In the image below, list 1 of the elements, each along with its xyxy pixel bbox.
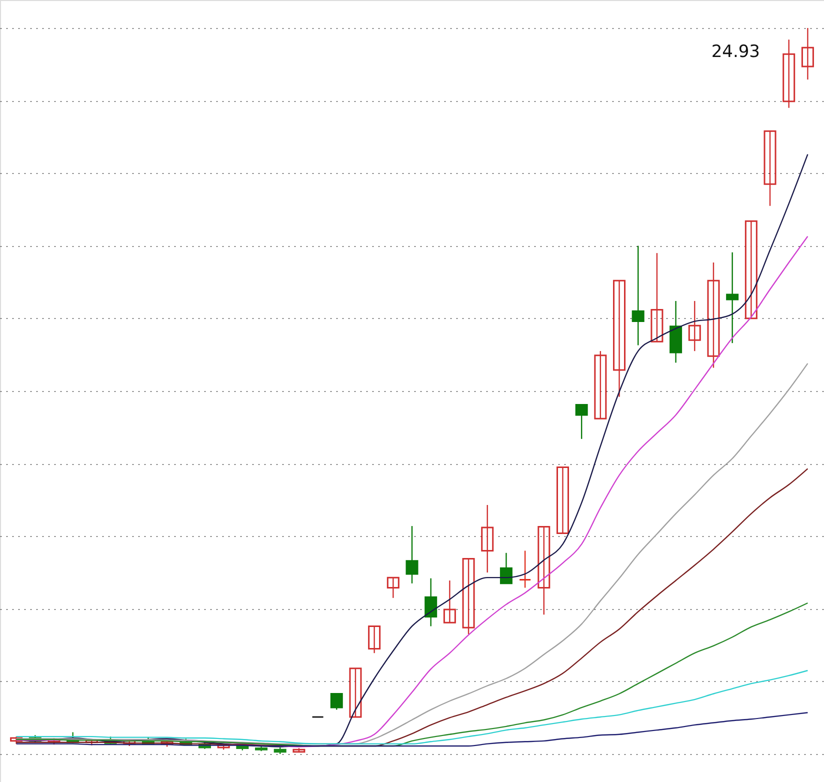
annotation: 24.93 (711, 42, 760, 62)
